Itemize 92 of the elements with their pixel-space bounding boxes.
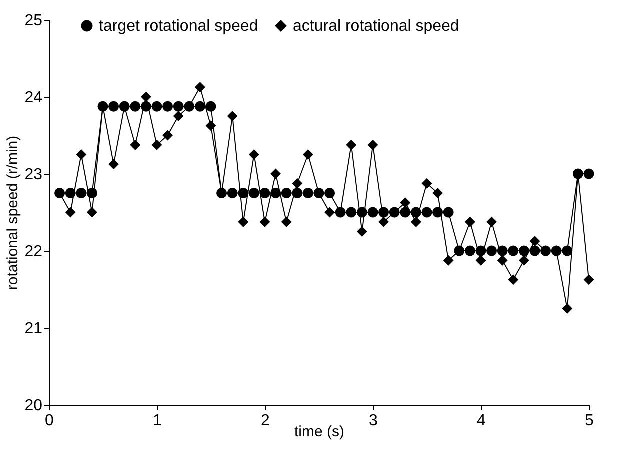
point xyxy=(486,216,498,228)
point xyxy=(86,188,98,198)
point xyxy=(324,188,336,198)
point xyxy=(497,246,508,256)
point xyxy=(108,101,120,112)
x-axis-title: time (s) xyxy=(294,424,344,440)
point xyxy=(324,207,336,218)
point xyxy=(508,246,519,256)
x-tick-label: 0 xyxy=(45,412,54,430)
point xyxy=(238,216,249,228)
point xyxy=(152,140,162,150)
point xyxy=(368,140,378,150)
y-tick-label: 25 xyxy=(24,12,43,30)
y-tick-label: 23 xyxy=(24,166,43,184)
point xyxy=(108,159,120,170)
point xyxy=(194,101,206,112)
point xyxy=(422,178,432,189)
point xyxy=(227,188,238,198)
point xyxy=(346,140,357,150)
point xyxy=(422,207,432,218)
point xyxy=(400,198,411,208)
point xyxy=(410,207,422,218)
point xyxy=(378,207,390,218)
point xyxy=(173,111,184,122)
point xyxy=(65,188,76,198)
point xyxy=(292,178,303,189)
point xyxy=(432,188,444,198)
point xyxy=(302,188,314,198)
point xyxy=(356,226,368,237)
point xyxy=(270,168,282,180)
point xyxy=(302,150,314,160)
point xyxy=(368,207,378,218)
point xyxy=(443,255,454,266)
point xyxy=(432,207,444,218)
x-tick-label: 1 xyxy=(153,412,162,430)
point xyxy=(260,188,270,198)
point xyxy=(140,92,152,102)
point xyxy=(140,101,152,112)
point xyxy=(76,150,87,160)
point xyxy=(130,101,141,112)
point xyxy=(162,130,174,141)
point xyxy=(518,255,530,266)
point xyxy=(173,101,184,112)
y-tick-label: 24 xyxy=(24,90,43,106)
point xyxy=(508,274,519,286)
point xyxy=(346,207,357,218)
point xyxy=(130,140,141,150)
y-tick-label: 22 xyxy=(24,244,43,260)
point xyxy=(281,216,292,228)
point xyxy=(530,236,540,247)
point xyxy=(562,304,573,314)
y-tick-label: 21 xyxy=(24,320,43,338)
point xyxy=(518,246,530,256)
x-tick-label: 2 xyxy=(261,412,270,430)
point xyxy=(292,188,303,198)
point xyxy=(464,246,476,256)
point xyxy=(194,82,206,93)
point xyxy=(248,188,260,198)
x-tick-label: 4 xyxy=(477,412,486,430)
point xyxy=(356,207,368,218)
point xyxy=(227,111,238,122)
point xyxy=(486,246,498,256)
x-tick-label: 5 xyxy=(585,412,594,430)
point xyxy=(270,188,282,198)
point xyxy=(378,216,390,228)
y-tick-label: 20 xyxy=(24,398,43,414)
point xyxy=(497,255,508,266)
point xyxy=(410,216,422,228)
point xyxy=(281,188,292,198)
point xyxy=(86,207,98,218)
point xyxy=(152,101,162,112)
x-tick-label: 3 xyxy=(369,412,378,430)
point xyxy=(400,207,411,218)
point xyxy=(562,246,573,256)
point xyxy=(584,274,594,286)
point xyxy=(476,255,486,266)
point xyxy=(260,216,270,228)
point xyxy=(584,168,594,180)
point xyxy=(238,188,249,198)
point xyxy=(162,101,174,112)
point xyxy=(65,207,76,218)
legend-label: target rotational speed xyxy=(99,18,258,35)
point xyxy=(530,246,540,256)
point xyxy=(443,207,454,218)
point xyxy=(248,150,260,160)
point xyxy=(476,246,486,256)
point xyxy=(206,101,216,112)
point xyxy=(76,188,87,198)
legend-label: actural rotational speed xyxy=(293,18,460,35)
point xyxy=(206,120,216,132)
point xyxy=(464,216,476,228)
y-axis-title: rotational speed (r/min) xyxy=(4,136,22,290)
